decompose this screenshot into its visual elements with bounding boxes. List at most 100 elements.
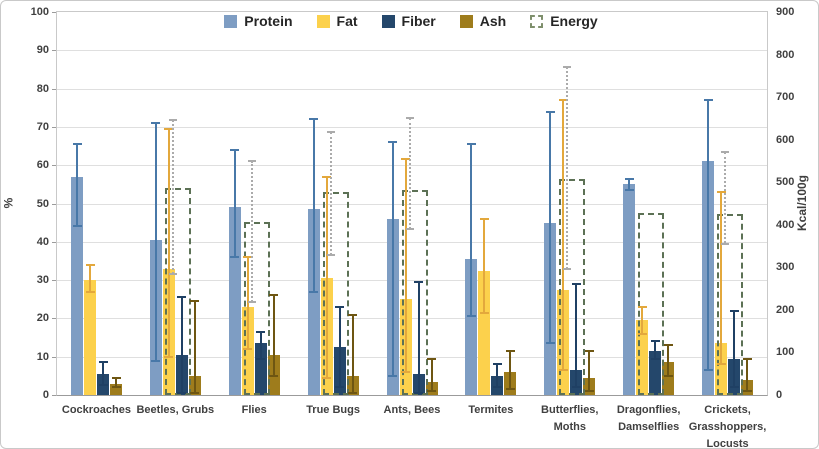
gridline	[57, 203, 767, 205]
protein-error-bar-cap	[388, 141, 398, 144]
ash-error-bar-cap	[584, 349, 594, 352]
fiber-error-bar	[575, 283, 578, 388]
energy-box-8	[717, 213, 744, 395]
gridline	[57, 50, 767, 52]
ash-swatch-icon	[459, 14, 473, 28]
left-axis-tick: 90	[36, 44, 49, 57]
fiber-error-bar-cap	[414, 392, 424, 395]
protein-error-bar-cap	[230, 148, 240, 151]
fiber-error-bar-cap	[256, 357, 266, 360]
legend-item-fat: Fat	[316, 13, 358, 29]
energy-error-bar	[250, 161, 253, 302]
protein-error-bar-cap	[466, 143, 476, 146]
protein-error-bar-cap	[624, 177, 634, 180]
left-tick-mark	[52, 395, 56, 396]
ash-error-bar-cap	[584, 390, 594, 393]
right-axis-tick: 400	[776, 218, 795, 231]
fiber-error-bar-cap	[98, 384, 108, 387]
energy-box-6	[559, 179, 586, 395]
gridline	[57, 356, 767, 358]
right-axis-tick: 700	[776, 91, 795, 104]
left-axis-tick: 0	[42, 389, 49, 401]
legend-item-fiber: Fiber	[381, 13, 436, 29]
gridline	[57, 241, 767, 243]
right-axis-tick: 600	[776, 133, 795, 146]
fat-error-bar-cap	[637, 332, 647, 335]
fat-error-bar-cap	[716, 363, 726, 366]
ash-error-bar	[746, 358, 749, 392]
legend-item-energy: Energy	[530, 13, 598, 29]
energy-error-bar-cap	[405, 228, 414, 231]
fiber-error-bar-cap	[492, 386, 502, 389]
ash-error-bar-cap	[348, 313, 358, 316]
ash-error-bar	[667, 345, 670, 376]
protein-swatch-icon	[224, 14, 238, 28]
x-axis-label: Flies	[241, 404, 267, 416]
energy-error-bar-cap	[168, 119, 177, 122]
bar-fat-0	[84, 280, 96, 395]
ash-error-bar-cap	[663, 344, 673, 347]
fat-error-bar	[641, 306, 644, 334]
fiber-error-bar-cap	[729, 386, 739, 389]
protein-error-bar-cap	[624, 189, 634, 192]
fat-swatch-icon	[316, 14, 330, 28]
left-tick-mark	[52, 241, 56, 243]
left-axis-tick: 50	[36, 197, 49, 210]
fat-error-bar-cap	[85, 263, 95, 266]
fat-error-bar-cap	[479, 217, 489, 220]
protein-error-bar	[549, 111, 552, 344]
fat-error-bar-cap	[85, 290, 95, 293]
fiber-error-bar-cap	[650, 340, 660, 343]
fat-error-bar	[246, 257, 249, 350]
ash-error-bar	[588, 350, 591, 392]
fat-error-bar-cap	[401, 158, 411, 161]
ash-error-bar-cap	[427, 357, 437, 360]
right-axis-tick: 900	[776, 6, 795, 18]
x-axis-label: True Bugs	[306, 404, 360, 416]
right-axis-tick: 300	[776, 261, 795, 274]
bar-protein-7	[623, 184, 636, 395]
energy-error-bar-cap	[326, 131, 335, 134]
ash-error-bar-cap	[190, 392, 200, 395]
left-tick-mark	[52, 50, 56, 52]
energy-error-bar-cap	[168, 272, 177, 275]
fiber-error-bar-cap	[335, 386, 345, 389]
bar-protein-0	[71, 176, 83, 395]
protein-error-bar-cap	[309, 118, 319, 121]
energy-error-bar-cap	[247, 160, 256, 163]
fat-error-bar	[562, 100, 565, 371]
fat-error-bar	[325, 176, 328, 378]
ash-error-bar	[115, 377, 117, 388]
energy-error-bar-cap	[563, 267, 572, 270]
legend-label-fiber: Fiber	[401, 13, 436, 29]
fat-error-bar-cap	[558, 369, 568, 372]
left-tick-mark	[52, 356, 56, 358]
bar-protein-3	[307, 209, 320, 395]
x-axis-label: Ants, Bees	[383, 404, 441, 416]
energy-error-bar-cap	[326, 253, 335, 256]
legend-label-energy: Energy	[550, 13, 598, 29]
fiber-error-bar-cap	[492, 363, 502, 366]
fiber-error-bar	[259, 331, 262, 359]
energy-error-bar-cap	[721, 151, 730, 153]
protein-error-bar-cap	[309, 290, 319, 293]
fat-error-bar	[167, 128, 170, 357]
protein-error-bar-cap	[545, 110, 555, 113]
fat-error-bar	[404, 159, 407, 373]
ash-error-bar	[430, 358, 433, 392]
ash-error-bar-cap	[505, 349, 515, 352]
ash-error-bar-cap	[742, 357, 752, 360]
bar-fiber-7	[649, 350, 662, 395]
bar-protein-5	[465, 259, 478, 395]
x-axis-label: Cockroaches	[61, 404, 131, 416]
right-axis-tick: 100	[776, 346, 795, 359]
gridline	[57, 126, 767, 128]
energy-error-bar-cap	[247, 300, 256, 303]
ash-error-bar	[509, 350, 512, 390]
gridline	[57, 88, 767, 90]
ash-error-bar-cap	[111, 376, 121, 379]
fat-error-bar	[89, 264, 91, 292]
legend-label-protein: Protein	[244, 13, 293, 29]
ash-error-bar-cap	[348, 392, 358, 395]
x-axis-label: Dragonflies, Damselflies	[616, 404, 681, 433]
